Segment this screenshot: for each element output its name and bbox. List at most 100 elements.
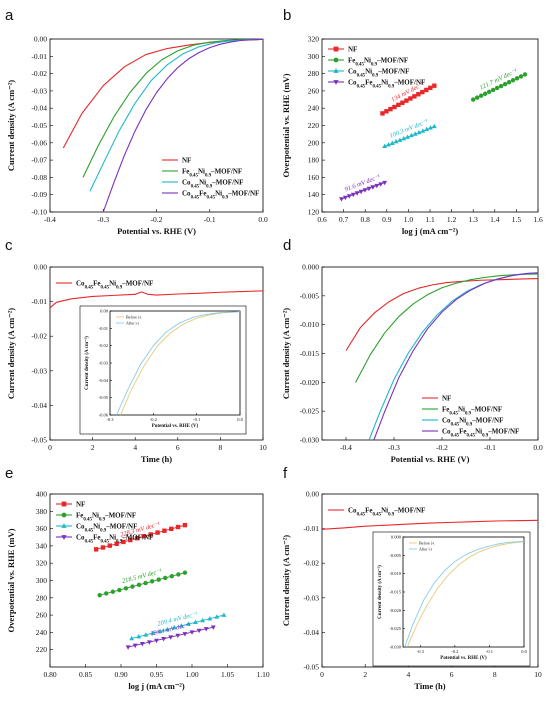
y-tick-label: 340 bbox=[36, 541, 48, 550]
data-point bbox=[486, 89, 492, 95]
legend-label: Co0.45Fe0.45Ni0.9–MOF/NF bbox=[76, 280, 153, 291]
y-tick-label: -0.03 bbox=[31, 86, 47, 95]
x-tick-label: 1.6 bbox=[533, 215, 543, 224]
y-tick-label: -0.04 bbox=[31, 104, 47, 113]
y-tick-label: -0.08 bbox=[31, 173, 47, 182]
data-point bbox=[139, 642, 145, 647]
y-tick-label: 300 bbox=[308, 52, 320, 61]
data-point bbox=[397, 137, 403, 142]
data-point bbox=[482, 91, 488, 96]
y-tick-label: -0.07 bbox=[31, 156, 47, 165]
data-point bbox=[61, 535, 67, 540]
x-tick-label: 0.85 bbox=[79, 670, 92, 679]
legend-label: NF bbox=[76, 501, 85, 509]
y-tick-label: -0.030 bbox=[389, 645, 401, 650]
data-point bbox=[396, 102, 401, 108]
panel-letter: b bbox=[283, 7, 291, 24]
y-tick-label: -0.02 bbox=[31, 332, 47, 341]
y-tick-label: -0.025 bbox=[389, 626, 401, 631]
y-axis-label: Overpotential vs. RHE (mV) bbox=[281, 73, 291, 177]
series-line bbox=[345, 277, 539, 351]
y-tick-label: 200 bbox=[308, 138, 320, 147]
y-tick-label: 320 bbox=[308, 35, 320, 44]
y-tick-label: -0.025 bbox=[300, 407, 320, 416]
series-line bbox=[82, 38, 264, 178]
x-tick-label: 1.5 bbox=[512, 215, 522, 224]
y-tick-label: -0.01 bbox=[31, 52, 47, 61]
data-point bbox=[420, 89, 425, 95]
x-tick-label: 0 bbox=[320, 670, 324, 679]
y-tick-label: 220 bbox=[308, 121, 320, 130]
x-tick-label: -0.1 bbox=[204, 215, 216, 224]
y-tick-label: 0.00 bbox=[100, 309, 109, 314]
y-tick-label: 180 bbox=[308, 156, 320, 165]
data-point bbox=[168, 635, 174, 640]
y-tick-label: -0.05 bbox=[31, 121, 47, 130]
series-line bbox=[116, 311, 241, 416]
data-point bbox=[392, 104, 397, 110]
data-point bbox=[134, 535, 140, 541]
x-tick-label: 1.4 bbox=[490, 215, 500, 224]
x-tick-label: 8 bbox=[493, 670, 497, 679]
inset-legend-label: Before i-t bbox=[126, 315, 142, 320]
data-point bbox=[148, 532, 153, 537]
panel-letter: f bbox=[283, 465, 288, 482]
data-point bbox=[346, 194, 352, 199]
data-point bbox=[143, 632, 149, 637]
data-point bbox=[186, 621, 191, 626]
data-point bbox=[382, 143, 388, 149]
series-line bbox=[404, 541, 525, 648]
data-point bbox=[214, 614, 220, 619]
legend-label: Fe0.45Ni0.9–MOF/NF bbox=[442, 406, 502, 417]
data-point bbox=[130, 584, 135, 589]
y-tick-label: -0.020 bbox=[300, 378, 320, 387]
panel-letter: d bbox=[283, 237, 291, 254]
x-tick-label: 0.9 bbox=[382, 215, 392, 224]
legend-label: NF bbox=[348, 46, 357, 54]
data-point bbox=[424, 87, 429, 93]
x-tick-label: -0.1 bbox=[193, 417, 200, 422]
y-tick-label: 240 bbox=[308, 104, 320, 113]
series-line bbox=[373, 272, 539, 441]
data-point bbox=[132, 643, 138, 649]
y-axis-label: Overpotential vs. RHE (mV) bbox=[6, 528, 16, 632]
panel-a: a -0.4 -0.3 -0.2 -0.1 0.0 0.00 -0.01 -0.02 -0.03 -… bbox=[5, 7, 268, 236]
panel-letter: a bbox=[5, 7, 14, 24]
y-tick-label: 0.000 bbox=[302, 263, 319, 272]
x-tick-label: -0.2 bbox=[150, 417, 157, 422]
y-tick-label: 300 bbox=[36, 576, 48, 585]
inset-frame bbox=[79, 305, 247, 435]
legend-label: NF bbox=[182, 157, 191, 165]
plot-frame bbox=[49, 266, 264, 441]
y-tick-label: 0.000 bbox=[391, 535, 402, 540]
data-point bbox=[474, 95, 480, 100]
series-line bbox=[355, 273, 539, 383]
y-tick-label: 140 bbox=[308, 190, 320, 199]
data-point bbox=[210, 625, 216, 630]
y-tick-label: -0.05 bbox=[99, 395, 109, 400]
y-tick-label: 280 bbox=[308, 69, 320, 78]
data-point bbox=[136, 582, 142, 588]
x-tick-label: 0.0 bbox=[237, 417, 243, 422]
x-tick-label: -0.4 bbox=[44, 215, 56, 224]
panel-b: b 0.6 0.7 0.8 0.9 1.0 1.1 1.2 1.3 1.4 1.5 1.6 120 140… bbox=[281, 7, 543, 236]
y-tick-label: 280 bbox=[36, 593, 48, 602]
y-tick-label: 0.00 bbox=[34, 263, 47, 272]
y-tick-label: -0.04 bbox=[99, 378, 109, 383]
data-point bbox=[93, 547, 99, 552]
data-point bbox=[380, 111, 385, 116]
data-point bbox=[404, 98, 409, 103]
data-point bbox=[128, 537, 133, 543]
y-tick-label: -0.010 bbox=[300, 320, 320, 329]
y-tick-label: 0.00 bbox=[306, 490, 319, 499]
x-tick-label: -0.3 bbox=[106, 417, 114, 422]
y-axis-label: Current density (A cm⁻²) bbox=[281, 308, 291, 399]
inset: -0.3 -0.2 -0.1 0.0 0.00 -0.01 -0.02 -0.03 -0.04 -… bbox=[79, 305, 247, 435]
data-point bbox=[389, 140, 395, 145]
data-point bbox=[203, 627, 209, 632]
data-point bbox=[428, 85, 433, 91]
x-tick-label: 1.10 bbox=[256, 670, 269, 679]
legend-label: Co0.45Fe0.45Ni0.9–MOF/NF bbox=[76, 534, 153, 545]
inset: -0.3 -0.2 -0.1 0.0 0.000 -0.005 -0.010 -0.015 -0… bbox=[372, 531, 531, 667]
